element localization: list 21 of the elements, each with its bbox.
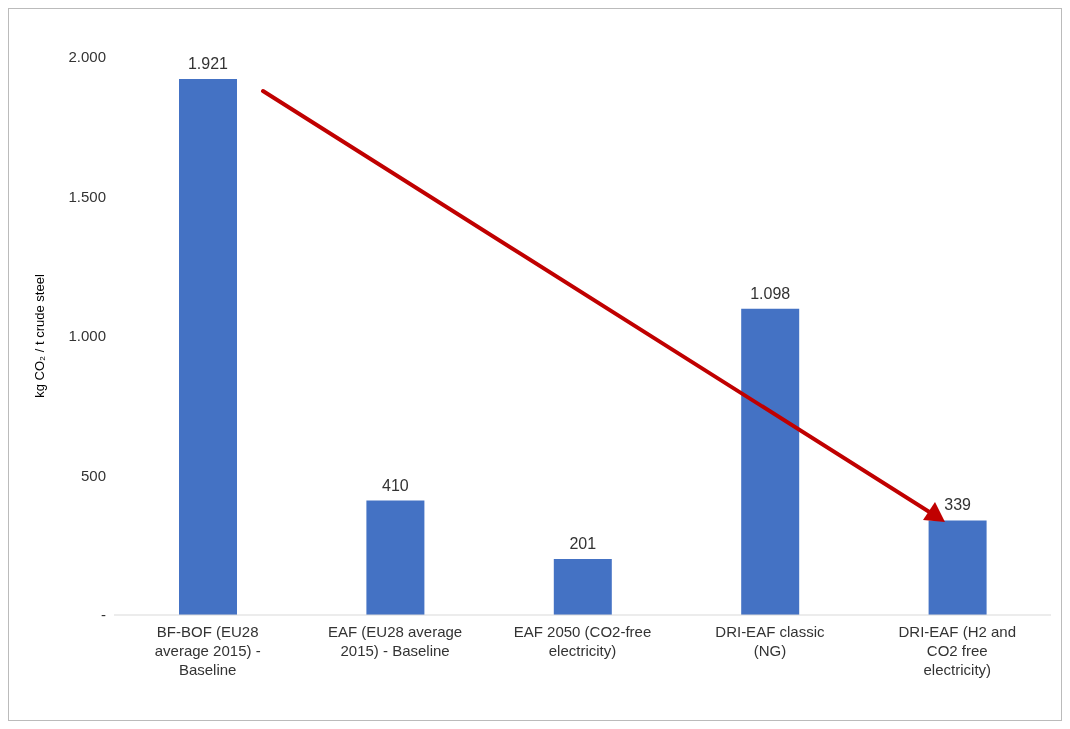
bar — [741, 308, 800, 615]
y-tick-label: 1.500 — [68, 187, 106, 205]
y-axis-title: kg CO₂ / t crude steel — [31, 274, 47, 398]
data-label: 410 — [382, 476, 409, 494]
y-tick-label: 1.000 — [68, 327, 106, 345]
data-label: 201 — [569, 534, 597, 552]
x-tick-label: EAF (EU28 average 2015) - Baseline — [327, 623, 463, 659]
data-label: 1.098 — [750, 284, 791, 302]
bar — [366, 500, 425, 615]
x-tick-label: DRI-EAF classic (NG) — [715, 623, 825, 659]
y-tick-label: - — [101, 606, 106, 624]
x-tick-label: EAF 2050 (CO2-free electricity) — [513, 623, 652, 659]
x-tick-label: DRI-EAF (H2 and CO2 free electricity) — [898, 623, 1017, 678]
y-tick-label: 2.000 — [68, 48, 106, 66]
x-tick-label: BF-BOF (EU28 average 2015) - Baseline — [154, 623, 261, 678]
bar — [928, 520, 987, 615]
bar — [553, 558, 612, 615]
bar — [179, 79, 237, 615]
y-tick-label: 500 — [80, 466, 106, 484]
data-label: 1.921 — [187, 55, 229, 73]
data-label: 339 — [944, 496, 972, 514]
